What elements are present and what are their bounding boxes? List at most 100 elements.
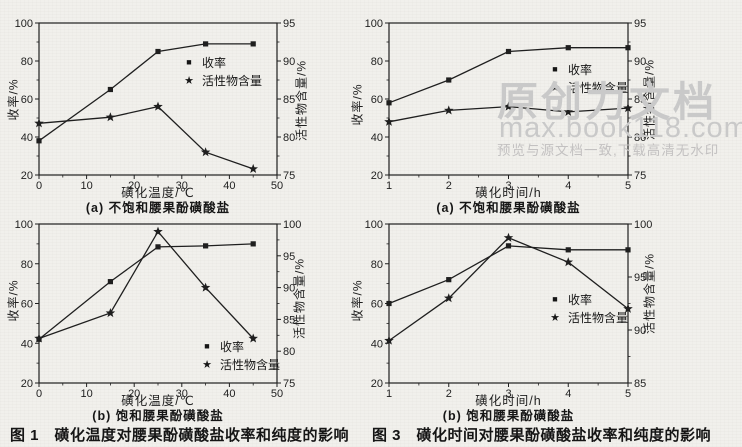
legend-label: 活性物含量: [202, 73, 263, 88]
star-data-marker: [105, 112, 116, 122]
square-data-marker: [565, 247, 571, 253]
fig1a-panel-label: (a) 不饱和腰果酚磺酸盐: [85, 201, 231, 215]
svg-text:60: 60: [371, 299, 383, 311]
svg-text:20: 20: [371, 378, 383, 390]
star-data-marker: [623, 103, 633, 113]
svg-text:85: 85: [283, 314, 295, 326]
square-data-marker: [250, 41, 256, 47]
square-data-marker: [155, 48, 161, 55]
fig1b-series-line: [38, 230, 254, 340]
svg-text:100: 100: [15, 18, 33, 30]
svg-text:40: 40: [21, 338, 33, 350]
svg-text:5: 5: [625, 388, 631, 400]
star-data-marker: [248, 333, 258, 343]
svg-text:2: 2: [446, 180, 452, 192]
legend-item-active-content: 活性物含量: [549, 80, 628, 95]
square-data-marker: [107, 86, 113, 93]
star-data-marker: [248, 163, 258, 173]
svg-text:95: 95: [634, 272, 646, 284]
fig3a-plot-frame: [388, 22, 629, 176]
star-data-marker: [443, 293, 454, 303]
legend-label: 收率: [202, 55, 227, 70]
fig1a-series-line: [38, 105, 254, 170]
svg-text:60: 60: [371, 94, 383, 106]
svg-text:4: 4: [565, 388, 571, 400]
svg-text:95: 95: [634, 18, 646, 30]
legend-label: 收率: [220, 339, 245, 354]
legend-label: 活性物含量: [220, 357, 281, 372]
fig1b-series-line: [38, 243, 254, 340]
fig1b-x-axis-title: 磺化温度/℃: [121, 394, 195, 408]
svg-text:80: 80: [371, 56, 383, 68]
fig1a-right-axis-title: 活性物含量/%: [294, 60, 309, 142]
fig3a-left-axis-title: 收率/%: [350, 83, 365, 126]
svg-text:0: 0: [36, 180, 42, 192]
fig1b-left-axis-title: 收率/%: [6, 279, 21, 322]
fig1a-plot-frame: [38, 22, 278, 176]
legend-item-yield: 收率: [549, 292, 628, 307]
legend-item-active-content: 活性物含量: [201, 357, 280, 372]
square-marker-icon: [549, 62, 561, 77]
svg-text:20: 20: [128, 180, 140, 192]
svg-text:80: 80: [21, 56, 33, 68]
square-data-marker: [250, 241, 256, 247]
legend-label: 活性物含量: [568, 310, 629, 325]
square-data-marker: [203, 41, 209, 47]
fig3a-panel-label: (a) 不饱和腰果酚磺酸盐: [436, 201, 581, 215]
svg-text:0: 0: [36, 388, 42, 400]
svg-text:60: 60: [21, 94, 33, 106]
square-marker-icon: [549, 292, 561, 307]
svg-text:95: 95: [283, 251, 295, 263]
star-data-marker: [153, 226, 163, 236]
square-data-marker: [386, 100, 392, 106]
svg-text:100: 100: [283, 219, 301, 231]
fig3b-x-axis-title: 磺化时间/h: [475, 394, 542, 408]
fig3a-x-axis-title: 磺化时间/h: [475, 186, 542, 200]
svg-text:40: 40: [21, 132, 33, 144]
svg-text:3: 3: [505, 180, 511, 192]
svg-text:20: 20: [21, 170, 33, 182]
svg-text:80: 80: [283, 132, 295, 144]
svg-text:1: 1: [386, 388, 392, 400]
star-data-marker: [563, 106, 574, 116]
svg-text:75: 75: [283, 170, 295, 182]
svg-text:30: 30: [176, 388, 188, 400]
fig3a-legend: 收率 活性物含量: [549, 62, 628, 95]
svg-text:1: 1: [386, 180, 392, 192]
svg-text:90: 90: [634, 325, 646, 337]
star-data-marker: [503, 101, 514, 111]
legend-label: 收率: [568, 292, 593, 307]
legend-item-active-content: 活性物含量: [183, 73, 262, 88]
square-marker-icon: [183, 55, 195, 70]
square-data-marker: [505, 48, 512, 55]
svg-text:80: 80: [283, 346, 295, 358]
square-data-marker: [36, 138, 42, 144]
star-data-marker: [623, 303, 633, 313]
svg-text:50: 50: [271, 180, 283, 192]
svg-text:50: 50: [271, 388, 283, 400]
legend-item-yield: 收率: [201, 339, 280, 354]
svg-text:95: 95: [283, 18, 295, 30]
legend-item-active-content: 活性物含量: [549, 310, 628, 325]
svg-text:40: 40: [223, 180, 235, 192]
figure1-caption: 图 1 磺化温度对腰果酚磺酸盐收率和纯度的影响: [10, 427, 350, 444]
star-marker-icon: [201, 357, 213, 372]
svg-text:100: 100: [15, 219, 33, 231]
star-data-marker: [384, 335, 394, 345]
svg-text:20: 20: [371, 170, 383, 182]
svg-text:80: 80: [371, 259, 383, 271]
svg-text:20: 20: [21, 378, 33, 390]
star-data-marker: [200, 282, 211, 292]
star-data-marker: [503, 232, 514, 242]
star-data-marker: [34, 333, 44, 343]
svg-text:90: 90: [283, 283, 295, 295]
svg-text:100: 100: [634, 219, 652, 231]
star-marker-icon: [549, 310, 561, 325]
square-data-marker: [625, 45, 631, 51]
svg-text:90: 90: [634, 56, 646, 68]
svg-text:3: 3: [505, 388, 511, 400]
star-data-marker: [153, 101, 163, 111]
star-data-marker: [563, 257, 574, 267]
fig1b-legend: 收率 活性物含量: [201, 339, 280, 372]
